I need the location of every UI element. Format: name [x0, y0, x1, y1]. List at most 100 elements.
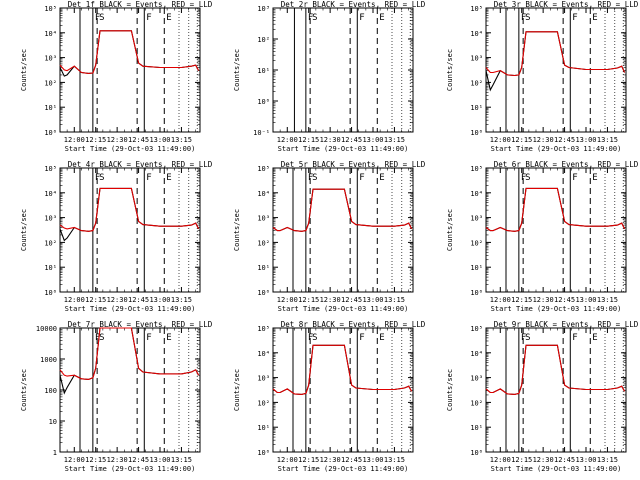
chart-title: Det 6r BLACK = Events, RED = LLD [494, 160, 639, 169]
x-tick-label: 12:15 [298, 136, 319, 144]
lld-series-line [59, 187, 200, 232]
plot-frame [272, 167, 414, 293]
x-tick-label: 13:00 [149, 456, 170, 464]
chart-title: Det 9r BLACK = Events, RED = LLD [494, 320, 639, 329]
x-axis-label: Start Time (29-Oct-03 11:49:00) [65, 145, 196, 153]
x-tick-label: 13:15 [384, 136, 405, 144]
interval-marker-label: E [166, 173, 171, 183]
x-tick-label: 13:00 [149, 296, 170, 304]
x-tick-label: 13:00 [362, 456, 383, 464]
x-tick-label: 13:00 [149, 136, 170, 144]
y-axis-label: Counts/sec [20, 49, 28, 91]
y-tick-label: 10⁴ [44, 30, 57, 38]
x-tick-label: 12:15 [511, 456, 532, 464]
x-tick-label: 12:45 [128, 136, 149, 144]
interval-marker-label: S [312, 173, 317, 183]
y-tick-label: 10¹ [470, 264, 483, 272]
chart-title: Det 8r BLACK = Events, RED = LLD [281, 320, 426, 329]
plot-frame [485, 7, 627, 133]
y-tick-label: 10¹ [470, 424, 483, 432]
lld-series-line [59, 30, 200, 74]
chart-title: Det 2r BLACK = Events, RED = LLD [281, 0, 426, 9]
y-axis-label: Counts/sec [446, 369, 454, 411]
events-series-line [59, 30, 200, 77]
y-tick-label: 1 [53, 449, 57, 457]
x-tick-label: 12:45 [341, 136, 362, 144]
y-tick-label: 10¹ [44, 104, 57, 112]
lld-series-line [272, 188, 413, 232]
x-axis-label: Start Time (29-Oct-03 11:49:00) [278, 465, 409, 473]
events-series-line [485, 344, 626, 395]
y-tick-label: 10⁵ [257, 325, 270, 333]
x-tick-label: 12:45 [554, 136, 575, 144]
chart-panel-7: 1 10 100 1000 10000 12:00 12:15 12:30 12:45 13:00… [20, 320, 213, 473]
x-axis-label: Start Time (29-Oct-03 11:49:00) [278, 305, 409, 313]
interval-marker-label: F [146, 173, 151, 183]
y-tick-label: 10² [44, 239, 57, 247]
y-tick-label: 10¹ [257, 424, 270, 432]
y-axis-label: Counts/sec [446, 49, 454, 91]
x-tick-label: 13:00 [575, 296, 596, 304]
interval-marker-label: F [359, 13, 364, 23]
interval-marker-label: E [166, 13, 171, 23]
x-tick-label: 13:15 [384, 296, 405, 304]
x-tick-label: 13:00 [575, 136, 596, 144]
x-axis-label: Start Time (29-Oct-03 11:49:00) [491, 305, 622, 313]
x-tick-label: 12:30 [320, 456, 341, 464]
x-axis-label: Start Time (29-Oct-03 11:49:00) [491, 465, 622, 473]
y-tick-label: 10⁰ [470, 289, 483, 297]
y-tick-label: 10³ [44, 55, 57, 63]
x-axis-label: Start Time (29-Oct-03 11:49:00) [65, 465, 196, 473]
interval-marker-label: S [99, 333, 104, 343]
x-tick-label: 12:30 [533, 296, 554, 304]
events-series-line [59, 327, 200, 395]
y-tick-label: 10⁴ [470, 190, 483, 198]
chart-title: Det 5r BLACK = Events, RED = LLD [281, 160, 426, 169]
plot-frame [485, 327, 627, 453]
interval-marker-label: F [359, 333, 364, 343]
y-tick-label: 10³ [257, 215, 270, 223]
x-tick-label: 13:15 [597, 456, 618, 464]
y-tick-label: 10 [49, 418, 57, 426]
x-tick-label: 12:30 [107, 296, 128, 304]
y-tick-label: 10⁵ [257, 165, 270, 173]
x-tick-label: 13:15 [597, 136, 618, 144]
lld-series-line [485, 187, 626, 232]
x-tick-label: 12:00 [490, 456, 511, 464]
interval-marker-label: S [99, 13, 104, 23]
x-tick-label: 12:45 [554, 296, 575, 304]
chart-title: Det 4r BLACK = Events, RED = LLD [68, 160, 213, 169]
y-tick-label: 10³ [470, 55, 483, 63]
y-tick-label: 10⁴ [44, 190, 57, 198]
interval-marker-label: S [312, 333, 317, 343]
y-tick-label: 10¹ [470, 104, 483, 112]
x-tick-label: 13:15 [171, 456, 192, 464]
x-tick-label: 12:00 [64, 456, 85, 464]
x-tick-label: 12:00 [277, 296, 298, 304]
y-tick-label: 10² [470, 399, 483, 407]
x-tick-label: 12:30 [533, 136, 554, 144]
lld-series-line [485, 31, 626, 77]
y-tick-label: 10² [257, 36, 270, 44]
y-tick-label: 10² [257, 239, 270, 247]
x-tick-label: 13:00 [575, 456, 596, 464]
x-tick-label: 13:00 [362, 296, 383, 304]
events-series-line [272, 188, 413, 232]
y-axis-label: Counts/sec [20, 369, 28, 411]
y-tick-label: 10⁰ [44, 129, 57, 137]
chart-title: Det 7r BLACK = Events, RED = LLD [68, 320, 213, 329]
x-tick-label: 12:15 [85, 136, 106, 144]
x-tick-label: 12:15 [511, 136, 532, 144]
y-tick-label: 10⁴ [470, 350, 483, 358]
x-axis-label: Start Time (29-Oct-03 11:49:00) [65, 305, 196, 313]
x-tick-label: 12:30 [107, 456, 128, 464]
interval-marker-label: F [572, 173, 577, 183]
x-tick-label: 13:15 [171, 136, 192, 144]
x-tick-label: 13:00 [362, 136, 383, 144]
x-tick-label: 12:00 [277, 136, 298, 144]
y-tick-label: 10⁰ [257, 98, 270, 106]
